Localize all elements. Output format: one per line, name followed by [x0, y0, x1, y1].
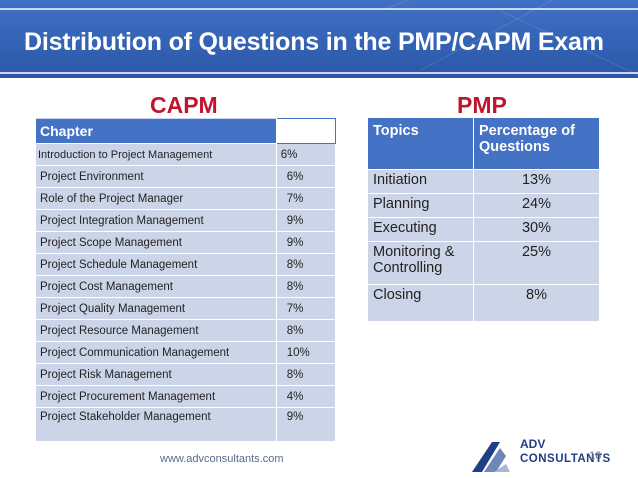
percent-cell: 7%: [276, 187, 337, 210]
percent-cell: 24%: [473, 193, 600, 218]
table-row: Project Schedule Management 8%: [36, 253, 337, 276]
percent-cell: 8%: [276, 363, 337, 386]
adv-logo-icon: [472, 442, 510, 472]
table-row: Initiation 13%: [368, 169, 600, 194]
table-row: Project Procurement Management 4%: [36, 385, 337, 408]
footer-url: www.advconsultants.com: [160, 453, 284, 465]
table-row: Project Cost Management 8%: [36, 275, 337, 298]
percent-cell: 8%: [276, 253, 337, 276]
percent-cell: 6%: [276, 143, 337, 166]
percent-cell: 10%: [276, 341, 337, 364]
chapter-cell: Project Stakeholder Management: [36, 407, 277, 442]
topic-cell: Initiation: [368, 169, 474, 194]
table-row: Project Quality Management 7%: [36, 297, 337, 320]
table-row: Project Scope Management 9%: [36, 231, 337, 254]
table-row: Introduction to Project Management 6%: [36, 143, 337, 166]
percent-cell: 9%: [276, 231, 337, 254]
percent-cell: 8%: [276, 275, 337, 298]
percent-cell: 30%: [473, 217, 600, 242]
table-row: Project Resource Management 8%: [36, 319, 337, 342]
percent-cell: 25%: [473, 241, 600, 285]
percent-cell: 9%: [276, 407, 337, 442]
chapter-cell: Project Environment: [36, 165, 277, 188]
chapter-cell: Project Quality Management: [36, 297, 277, 320]
table-row: Monitoring & Controlling 25%: [368, 241, 600, 285]
page-number: 16: [589, 450, 602, 462]
capm-table: Chapter Introduction to Project Manageme…: [36, 118, 337, 442]
slide-title: Distribution of Questions in the PMP/CAP…: [24, 28, 604, 56]
capm-table-header: Chapter: [36, 118, 337, 144]
chapter-cell: Project Cost Management: [36, 275, 277, 298]
table-row: Project Stakeholder Management 9%: [36, 407, 337, 442]
title-bar-stripe-bottom: [0, 72, 638, 74]
chapter-cell: Project Risk Management: [36, 363, 277, 386]
capm-header-chapter: Chapter: [36, 118, 277, 144]
pmp-header-topics: Topics: [368, 118, 474, 170]
title-bar-stripe-top: [0, 8, 638, 10]
table-row: Project Environment 6%: [36, 165, 337, 188]
chapter-cell: Project Resource Management: [36, 319, 277, 342]
table-row: Project Risk Management 8%: [36, 363, 337, 386]
table-row: Planning 24%: [368, 193, 600, 218]
percent-cell: 8%: [276, 319, 337, 342]
table-row: Closing 8%: [368, 284, 600, 322]
chapter-cell: Project Integration Management: [36, 209, 277, 232]
title-bar: Distribution of Questions in the PMP/CAP…: [0, 0, 638, 78]
percent-cell: 6%: [276, 165, 337, 188]
logo-text-consultants: CONSULTANTS: [520, 453, 611, 465]
pmp-heading: PMP: [457, 92, 507, 118]
topic-cell: Monitoring & Controlling: [368, 241, 474, 285]
chapter-cell: Project Schedule Management: [36, 253, 277, 276]
topic-cell: Executing: [368, 217, 474, 242]
pmp-table-header: Topics Percentage of Questions: [368, 118, 600, 170]
chapter-cell: Project Communication Management: [36, 341, 277, 364]
table-row: Project Integration Management 9%: [36, 209, 337, 232]
topic-cell: Closing: [368, 284, 474, 322]
percent-cell: 8%: [473, 284, 600, 322]
percent-cell: 9%: [276, 209, 337, 232]
table-row: Role of the Project Manager 7%: [36, 187, 337, 210]
percent-cell: 7%: [276, 297, 337, 320]
chapter-cell: Introduction to Project Management: [36, 143, 277, 166]
chapter-cell: Project Procurement Management: [36, 385, 277, 408]
percent-cell: 4%: [276, 385, 337, 408]
chapter-cell: Role of the Project Manager: [36, 187, 277, 210]
table-row: Executing 30%: [368, 217, 600, 242]
chapter-cell: Project Scope Management: [36, 231, 277, 254]
capm-header-percent: [275, 118, 337, 144]
percent-cell: 13%: [473, 169, 600, 194]
topic-cell: Planning: [368, 193, 474, 218]
capm-heading: CAPM: [150, 92, 218, 118]
logo-text-adv: ADV: [520, 437, 546, 451]
table-row: Project Communication Management 10%: [36, 341, 337, 364]
pmp-table: Topics Percentage of Questions Initiatio…: [368, 118, 600, 322]
pmp-header-percent: Percentage of Questions: [473, 118, 600, 170]
